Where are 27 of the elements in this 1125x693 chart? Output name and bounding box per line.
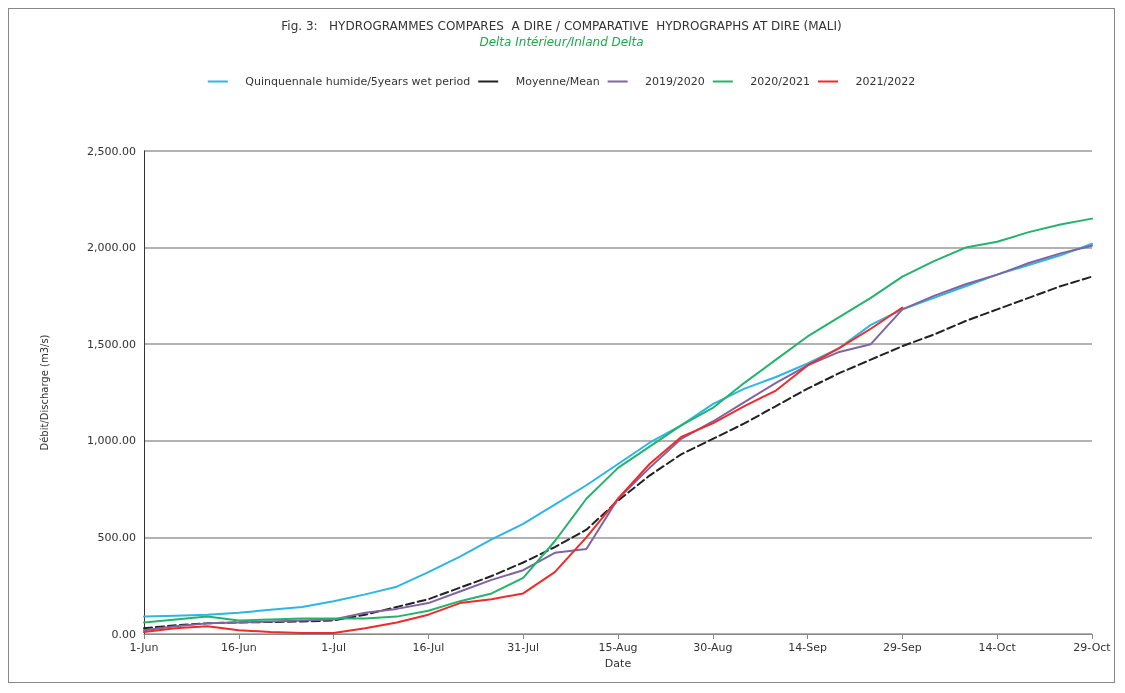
x-tick-label: 30-Aug — [693, 641, 733, 654]
legend-label: 2019/2020 — [645, 75, 705, 88]
chart-subtitle: Delta Intérieur/Inland Delta — [479, 35, 644, 49]
x-tick-label: 14-Sep — [788, 641, 827, 654]
y-tick-label: 1,000.00 — [87, 434, 136, 448]
x-axis-title: Date — [604, 656, 632, 670]
x-tick-label: 29-Oct — [1073, 641, 1112, 654]
x-tick-label: 15-Aug — [598, 641, 638, 654]
x-tick-label: 1-Jun — [129, 641, 159, 654]
x-tick-label: 1-Jul — [321, 641, 347, 654]
y-tick-label: 2,500.00 — [87, 144, 136, 158]
legend-label: 2020/2021 — [750, 75, 811, 88]
x-tick-label: 14-Oct — [978, 641, 1017, 654]
y-axis-title: Débit/Discharge (m3/s) — [38, 334, 50, 451]
x-tick-label: 16-Jun — [220, 641, 257, 654]
legend-label: Moyenne/Mean — [515, 75, 600, 88]
y-tick-label: 2,000.00 — [87, 241, 136, 255]
x-tick-label: 29-Sep — [883, 641, 922, 654]
y-tick-label: 0.00 — [111, 627, 136, 641]
x-tick-label: 31-Jul — [507, 641, 540, 654]
legend-label: 2021/2022 — [855, 75, 916, 88]
x-tick-label: 16-Jul — [412, 641, 445, 654]
legend-label: Quinquennale humide/5years wet period — [245, 75, 471, 88]
y-tick-label: 500.00 — [97, 530, 136, 544]
y-tick-label: 1,500.00 — [87, 337, 136, 351]
line-series — [143, 306, 904, 635]
chart-title: Fig. 3: HYDROGRAMMES COMPARES A DIRE / COMPARATIVE HYDROGRAPHS AT DIRE (MALI) — [281, 19, 842, 33]
